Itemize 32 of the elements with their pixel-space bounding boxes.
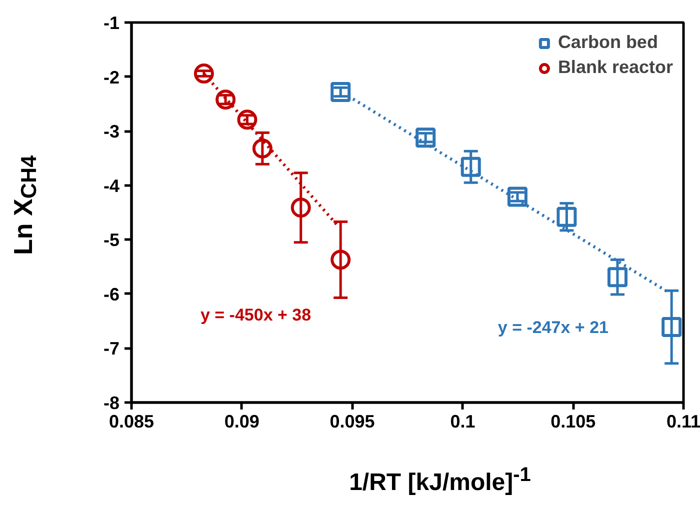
annotation: y = -450x + 38 bbox=[200, 306, 312, 325]
y-tick-label: -3 bbox=[103, 122, 120, 142]
point bbox=[237, 110, 258, 130]
y-tick-label: -5 bbox=[103, 230, 120, 250]
x-tick-label: 0.09 bbox=[224, 412, 260, 432]
point bbox=[607, 267, 628, 288]
x-tick-label: 0.085 bbox=[108, 412, 154, 432]
point bbox=[460, 156, 481, 177]
point bbox=[290, 198, 311, 218]
point bbox=[252, 138, 272, 158]
y-tick-label: -4 bbox=[103, 176, 120, 196]
legend-label: Carbon bed bbox=[558, 32, 658, 53]
y-tick-label: -1 bbox=[103, 13, 120, 33]
point bbox=[216, 90, 236, 110]
x-axis-title: 1/RT [kJ/mole]$^{-1}$ bbox=[349, 463, 531, 498]
y-tick-label: -8 bbox=[103, 393, 120, 413]
x-tick-label: 0.1 bbox=[450, 412, 476, 432]
annotation: y = -247x + 21 bbox=[498, 318, 608, 337]
point bbox=[507, 186, 528, 207]
y-tick-label: -2 bbox=[103, 67, 120, 88]
point bbox=[556, 206, 577, 227]
point bbox=[194, 64, 214, 84]
point bbox=[662, 317, 682, 338]
x-tick-label: 0.11 bbox=[666, 412, 700, 432]
point bbox=[330, 82, 351, 102]
legend-label: Blank reactor bbox=[558, 57, 673, 78]
x-tick-label: 0.095 bbox=[330, 412, 375, 432]
y-tick-label: -6 bbox=[103, 284, 120, 304]
y-tick-label: -7 bbox=[103, 338, 120, 359]
point bbox=[416, 128, 436, 148]
x-tick-label: 0.105 bbox=[550, 412, 596, 432]
point bbox=[330, 250, 351, 270]
